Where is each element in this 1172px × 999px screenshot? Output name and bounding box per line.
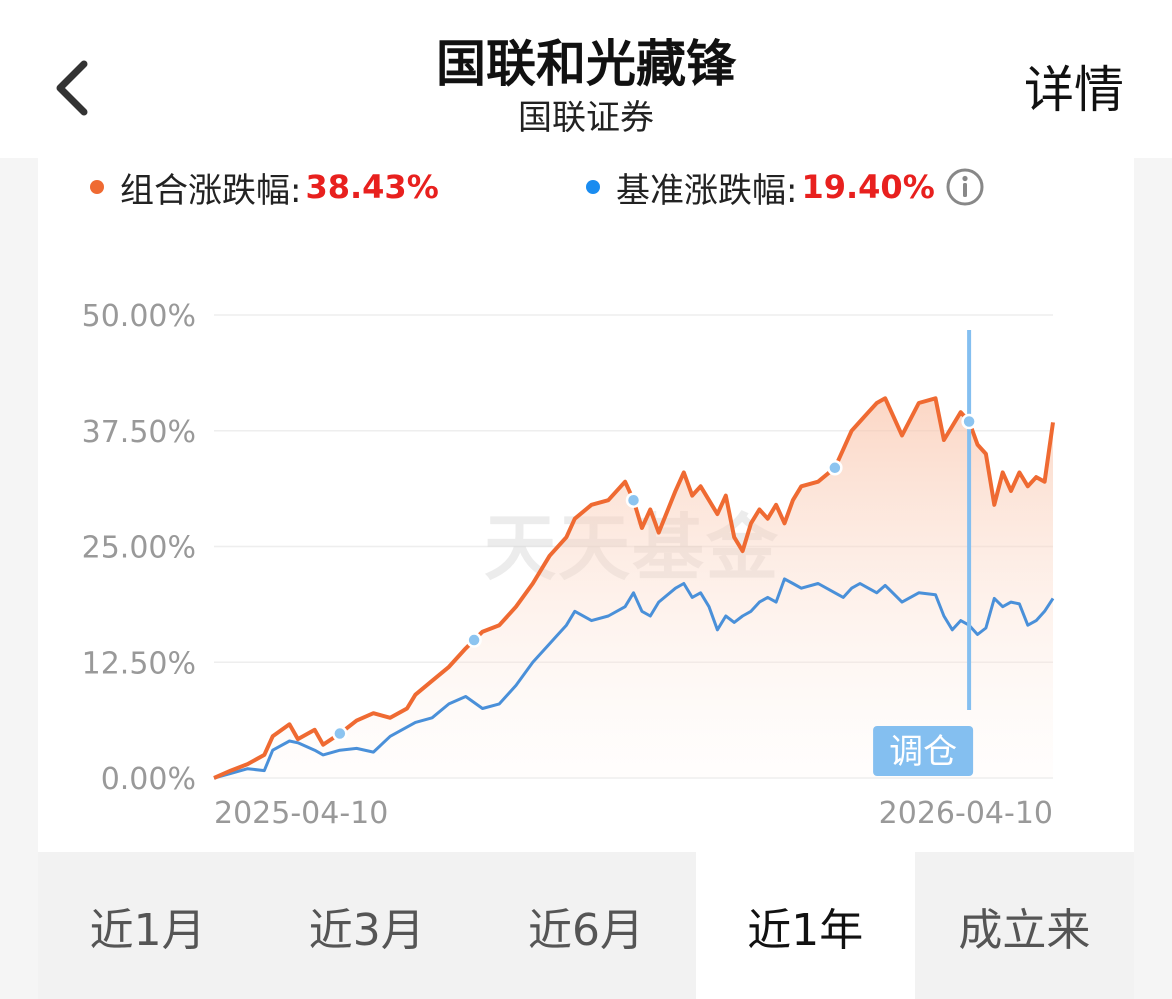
detail-button[interactable]: 详情 [1024,61,1124,119]
y-tick-label: 50.00% [82,299,196,334]
legend-portfolio-dot [90,180,104,194]
page-subtitle: 国联证券 [518,98,654,138]
legend-benchmark-value: 19.40% [801,168,935,206]
rebalance-badge[interactable] [873,726,974,776]
legend-benchmark: 基准涨跌幅: 19.40% [586,166,985,211]
tab-1-year[interactable]: 近1年 [695,852,915,999]
back-button[interactable] [40,48,104,128]
y-tick-label: 12.50% [82,646,196,681]
tab-1-month[interactable]: 近1月 [89,904,206,956]
x-end-label: 2026-04-10 [879,796,1053,831]
rebalance-highlight-line [967,330,972,710]
performance-chart[interactable]: 0.00%12.50%25.00%37.50%50.00% 天天基金 调仓 20… [0,0,1172,852]
legend-portfolio-value: 38.43% [305,168,439,206]
portfolio-area [214,398,1053,778]
page-title: 国联和光藏锋 [436,35,736,93]
legend-portfolio: 组合涨跌幅: 38.43% [90,166,439,211]
tab-3-months[interactable]: 近3月 [308,904,425,956]
rebalance-marker[interactable] [332,725,348,742]
rebalance-badge-label: 调仓 [889,732,957,772]
y-tick-label: 0.00% [101,762,196,797]
benchmark-line [213,577,1055,780]
rebalance-marker[interactable] [466,632,482,648]
tab-6-months[interactable]: 近6月 [528,904,644,956]
header: 国联和光藏锋 国联证券 详情 [0,0,1172,158]
rebalance-marker[interactable] [827,460,843,476]
info-icon[interactable] [945,167,985,207]
portfolio-line [213,396,1055,780]
rebalance-marker[interactable] [625,492,642,508]
tab-since-inception[interactable]: 成立来 [958,904,1091,956]
legend-benchmark-dot [586,180,600,194]
legend-benchmark-label: 基准涨跌幅: [616,170,798,211]
chevron-left-icon [56,60,88,116]
legend-portfolio-label: 组合涨跌幅: [120,170,302,211]
y-tick-label: 25.00% [82,531,196,566]
rebalance-marker[interactable] [961,413,977,430]
x-start-label: 2025-04-10 [214,796,388,831]
period-tabs: 近1月 近3月 近6月 近1年 成立来 [38,852,1134,999]
y-tick-label: 37.50% [82,415,196,450]
